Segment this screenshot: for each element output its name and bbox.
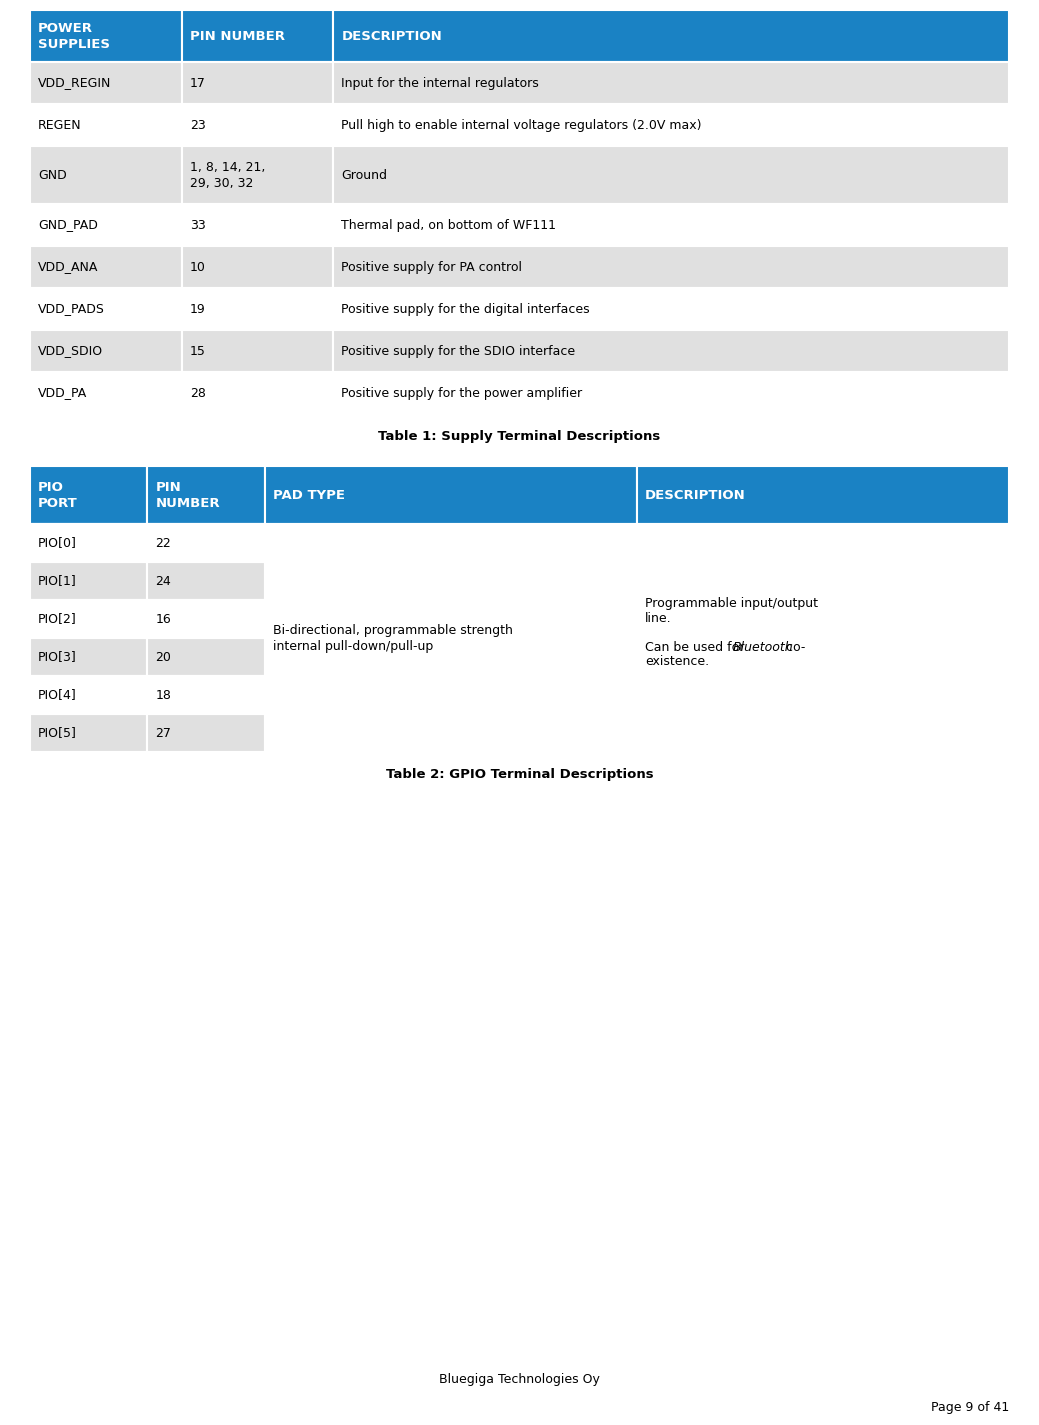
Bar — [334, 247, 1009, 288]
Text: POWER
SUPPLIES: POWER SUPPLIES — [38, 21, 110, 50]
Text: Programmable input/output: Programmable input/output — [645, 597, 818, 610]
Bar — [30, 288, 182, 331]
Text: PIO[0]: PIO[0] — [38, 536, 77, 550]
Text: PIN NUMBER: PIN NUMBER — [190, 30, 285, 43]
Text: REGEN: REGEN — [38, 118, 82, 131]
Text: 33: 33 — [190, 218, 206, 231]
Text: 22: 22 — [156, 536, 171, 550]
Text: PIO[5]: PIO[5] — [38, 727, 77, 740]
Bar — [30, 247, 182, 288]
Bar — [30, 638, 148, 675]
Text: Can be used for: Can be used for — [645, 641, 748, 654]
Text: Positive supply for the digital interfaces: Positive supply for the digital interfac… — [342, 302, 590, 315]
Bar — [30, 204, 182, 247]
Bar — [30, 372, 182, 415]
Bar — [30, 145, 182, 204]
Text: co-: co- — [782, 641, 806, 654]
Bar — [182, 145, 334, 204]
Bar — [30, 331, 182, 372]
Text: VDD_PADS: VDD_PADS — [38, 302, 105, 315]
Text: 17: 17 — [190, 77, 206, 90]
Text: Input for the internal regulators: Input for the internal regulators — [342, 77, 539, 90]
Text: 20: 20 — [156, 650, 171, 664]
Text: VDD_REGIN: VDD_REGIN — [38, 77, 111, 90]
Bar — [334, 204, 1009, 247]
Text: 15: 15 — [190, 345, 206, 358]
Text: Bluegiga Technologies Oy: Bluegiga Technologies Oy — [439, 1374, 600, 1387]
Text: Bluetooth: Bluetooth — [732, 641, 794, 654]
Bar — [148, 600, 265, 638]
Bar — [182, 204, 334, 247]
Bar — [334, 104, 1009, 145]
Text: 28: 28 — [190, 386, 206, 399]
Text: Positive supply for the SDIO interface: Positive supply for the SDIO interface — [342, 345, 576, 358]
Text: PAD TYPE: PAD TYPE — [273, 489, 345, 502]
Bar — [148, 524, 265, 561]
Bar — [30, 466, 148, 524]
Bar — [30, 714, 148, 752]
Bar — [30, 104, 182, 145]
Text: GND: GND — [38, 168, 66, 181]
Text: PIO[2]: PIO[2] — [38, 613, 77, 626]
Bar — [30, 675, 148, 714]
Bar — [182, 104, 334, 145]
Text: 24: 24 — [156, 574, 171, 587]
Bar — [334, 63, 1009, 104]
Text: VDD_ANA: VDD_ANA — [38, 261, 99, 274]
Bar — [637, 524, 1009, 752]
Bar — [637, 466, 1009, 524]
Text: VDD_SDIO: VDD_SDIO — [38, 345, 103, 358]
Bar — [182, 247, 334, 288]
Bar — [334, 331, 1009, 372]
Text: Ground: Ground — [342, 168, 388, 181]
Text: VDD_PA: VDD_PA — [38, 386, 87, 399]
Bar — [182, 372, 334, 415]
Text: existence.: existence. — [645, 656, 709, 668]
Text: GND_PAD: GND_PAD — [38, 218, 98, 231]
Text: Table 1: Supply Terminal Descriptions: Table 1: Supply Terminal Descriptions — [378, 429, 661, 443]
Bar — [334, 288, 1009, 331]
Bar — [182, 288, 334, 331]
Bar — [265, 524, 637, 752]
Text: line.: line. — [645, 611, 671, 624]
Text: 1, 8, 14, 21,
29, 30, 32: 1, 8, 14, 21, 29, 30, 32 — [190, 161, 265, 190]
Text: 10: 10 — [190, 261, 206, 274]
Text: 19: 19 — [190, 302, 206, 315]
Bar — [30, 561, 148, 600]
Text: 16: 16 — [156, 613, 171, 626]
Text: Pull high to enable internal voltage regulators (2.0V max): Pull high to enable internal voltage reg… — [342, 118, 702, 131]
Bar — [182, 10, 334, 63]
Text: DESCRIPTION: DESCRIPTION — [342, 30, 443, 43]
Bar — [30, 63, 182, 104]
Bar — [182, 331, 334, 372]
Bar — [265, 466, 637, 524]
Text: Positive supply for PA control: Positive supply for PA control — [342, 261, 523, 274]
Text: Table 2: GPIO Terminal Descriptions: Table 2: GPIO Terminal Descriptions — [385, 768, 654, 781]
Text: Bi-directional, programmable strength
internal pull-down/pull-up: Bi-directional, programmable strength in… — [273, 624, 513, 653]
Text: DESCRIPTION: DESCRIPTION — [645, 489, 746, 502]
Bar — [334, 372, 1009, 415]
Bar — [148, 466, 265, 524]
Bar — [182, 63, 334, 104]
Bar — [148, 561, 265, 600]
Text: 27: 27 — [156, 727, 171, 740]
Bar — [334, 145, 1009, 204]
Text: PIO[3]: PIO[3] — [38, 650, 77, 664]
Text: PIO
PORT: PIO PORT — [38, 480, 78, 510]
Bar — [148, 714, 265, 752]
Text: PIN
NUMBER: PIN NUMBER — [156, 480, 220, 510]
Text: PIO[1]: PIO[1] — [38, 574, 77, 587]
Text: Thermal pad, on bottom of WF111: Thermal pad, on bottom of WF111 — [342, 218, 557, 231]
Bar — [30, 10, 182, 63]
Text: PIO[4]: PIO[4] — [38, 688, 77, 701]
Text: 18: 18 — [156, 688, 171, 701]
Bar — [30, 524, 148, 561]
Bar — [334, 10, 1009, 63]
Bar — [30, 600, 148, 638]
Text: 23: 23 — [190, 118, 206, 131]
Bar — [148, 675, 265, 714]
Text: Page 9 of 41: Page 9 of 41 — [931, 1401, 1009, 1414]
Text: Positive supply for the power amplifier: Positive supply for the power amplifier — [342, 386, 583, 399]
Bar — [148, 638, 265, 675]
